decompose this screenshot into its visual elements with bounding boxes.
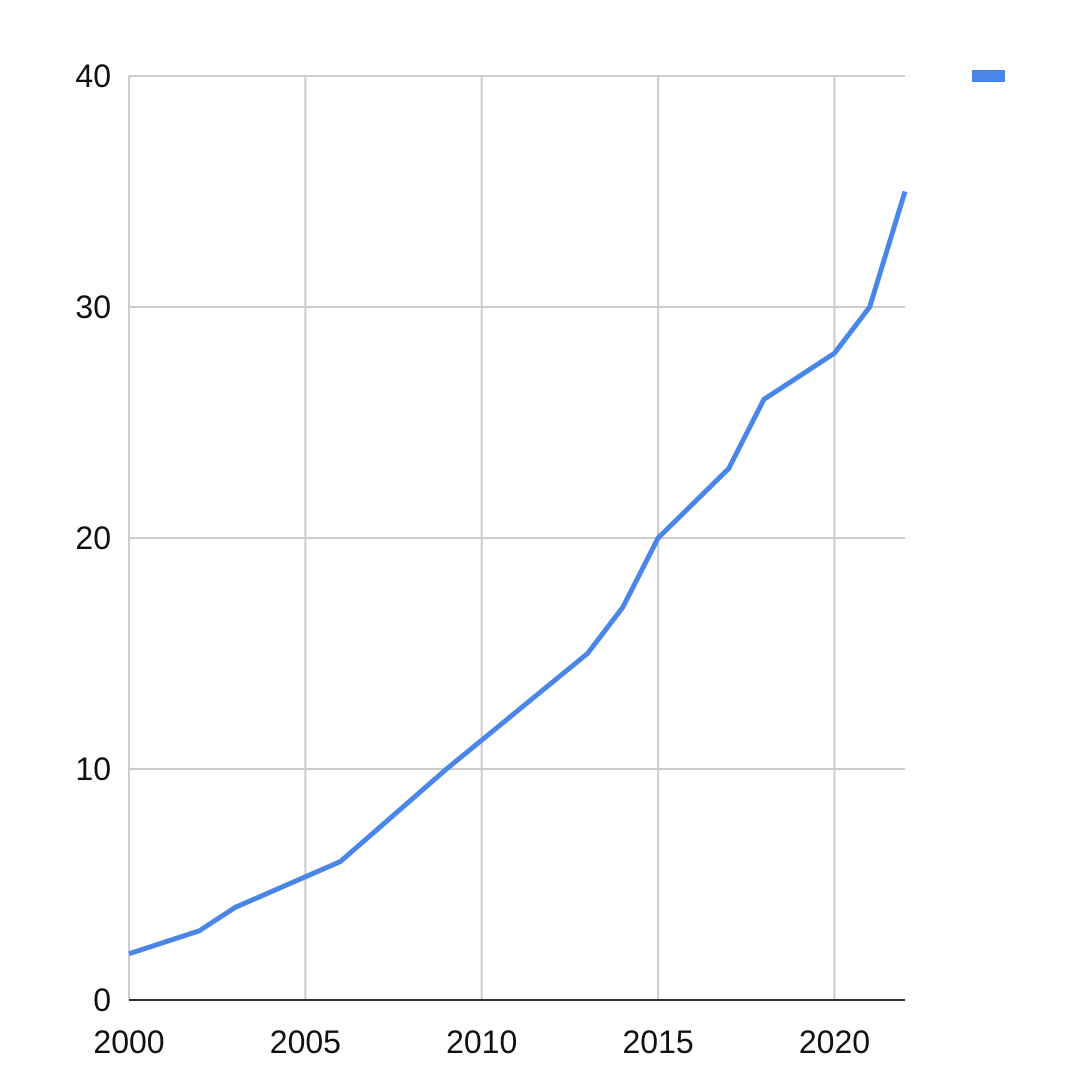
legend-swatch	[972, 70, 1005, 82]
data-point	[834, 353, 835, 354]
y-tick-label: 10	[75, 751, 111, 787]
y-tick-label: 0	[93, 982, 111, 1018]
data-point	[129, 953, 130, 954]
x-tick-label: 2010	[446, 1024, 517, 1060]
y-tick-label: 30	[75, 289, 111, 325]
data-point	[869, 307, 870, 308]
data-point	[658, 538, 659, 539]
x-tick-label: 2000	[93, 1024, 164, 1060]
series-line	[128, 190, 908, 957]
x-tick-label: 2020	[799, 1024, 870, 1060]
legend	[972, 70, 1005, 82]
series-layer	[128, 190, 908, 957]
data-point	[622, 607, 623, 608]
x-axis: 2000 2005 2010 2015 2020	[93, 999, 905, 1060]
data-point	[763, 399, 764, 400]
y-tick-label: 20	[75, 520, 111, 556]
data-point	[199, 930, 200, 931]
data-point	[587, 653, 588, 654]
data-point	[728, 468, 729, 469]
data-point	[340, 861, 341, 862]
x-tick-label: 2015	[622, 1024, 693, 1060]
data-point	[234, 907, 235, 908]
data-point	[446, 769, 447, 770]
gridlines	[128, 75, 905, 1000]
x-tick-label: 2005	[270, 1024, 341, 1060]
data-point	[905, 191, 906, 192]
y-axis: 0 10 20 30 40	[75, 58, 111, 1018]
y-tick-label: 40	[75, 58, 111, 94]
